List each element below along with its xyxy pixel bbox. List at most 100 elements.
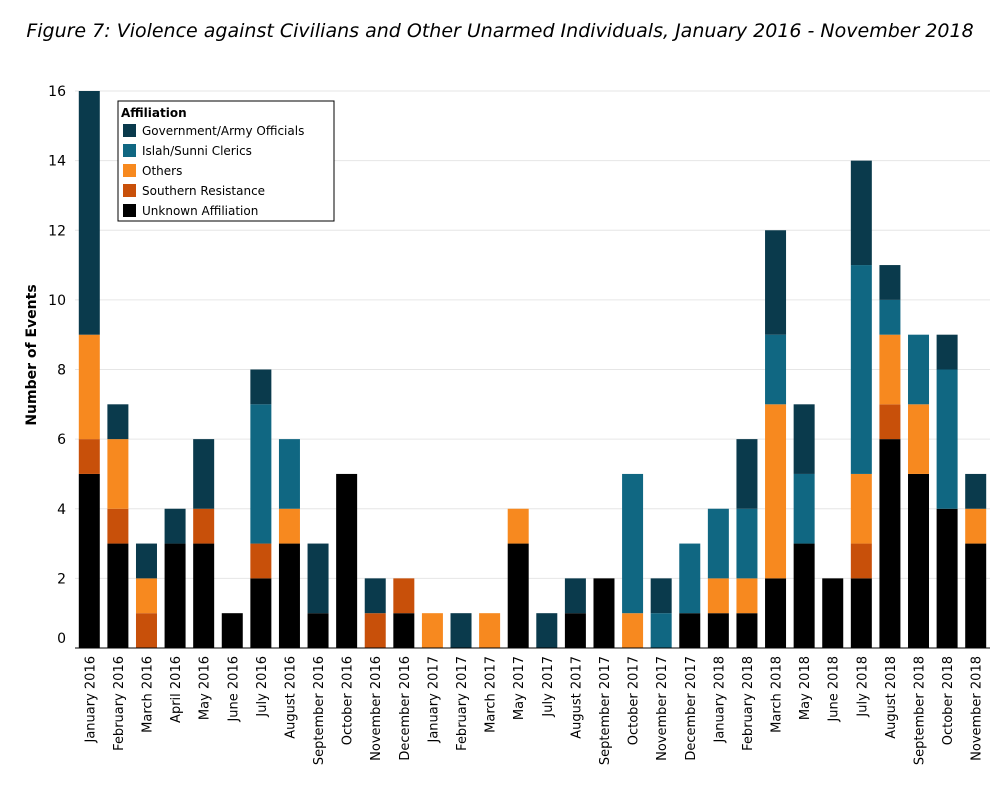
bar-segment xyxy=(250,578,272,648)
bar-segment xyxy=(135,578,157,614)
x-tick-label: November 2016 xyxy=(369,656,384,761)
legend-label: Others xyxy=(142,164,182,178)
y-tick-label: 8 xyxy=(57,363,66,379)
gridlines xyxy=(75,90,990,579)
x-tick-label: October 2017 xyxy=(627,656,642,745)
bar-segment xyxy=(707,578,729,614)
bar-segment xyxy=(765,230,787,335)
legend-title: Affiliation xyxy=(121,106,187,120)
bar-segment xyxy=(193,439,215,509)
bar-segment xyxy=(736,578,758,614)
bar-segment xyxy=(221,613,243,648)
bar-segment xyxy=(107,404,129,440)
x-tick-label: August 2017 xyxy=(569,656,584,739)
legend-label: Southern Resistance xyxy=(142,184,265,198)
y-tick-label: 10 xyxy=(48,293,66,309)
bar-segment xyxy=(622,613,644,648)
bar-segment xyxy=(364,613,386,648)
bar-segment xyxy=(650,613,672,648)
legend-swatch xyxy=(123,124,136,137)
bar-segment xyxy=(193,508,215,544)
x-tick-label: March 2016 xyxy=(140,656,155,733)
bar-segment xyxy=(736,508,758,579)
bar-segment xyxy=(736,613,758,648)
x-tick-label: July 2018 xyxy=(855,656,870,718)
bar-segment xyxy=(336,473,358,648)
x-tick-label: August 2018 xyxy=(884,656,899,739)
x-tick-label: November 2017 xyxy=(655,656,670,761)
x-tick-label: September 2018 xyxy=(913,656,928,765)
y-axis-title: Number of Events xyxy=(24,284,40,425)
bar-segment xyxy=(679,613,701,648)
bar-segment xyxy=(135,543,157,579)
bar-segment xyxy=(879,334,901,405)
bar-segment xyxy=(393,613,415,648)
x-tick-label: June 2018 xyxy=(827,656,842,723)
x-tick-label: December 2016 xyxy=(398,656,413,761)
legend-swatch xyxy=(123,184,136,197)
y-tick-label: 6 xyxy=(57,432,66,448)
bar-segment xyxy=(707,508,729,579)
bar-segment xyxy=(965,473,987,509)
x-tick-label: January 2018 xyxy=(712,656,727,744)
legend-swatch xyxy=(123,204,136,217)
legend-items: Government/Army Officials Islah/Sunni Cle… xyxy=(123,124,304,218)
y-tick-label: 2 xyxy=(57,571,66,587)
bar-segment xyxy=(793,404,815,474)
bar-segment xyxy=(850,578,872,648)
bar-segment xyxy=(164,508,186,544)
x-tick-label: May 2017 xyxy=(512,656,527,720)
y-tick-label: 0 xyxy=(57,631,66,647)
bar-segment xyxy=(850,473,872,544)
x-tick-label: October 2018 xyxy=(941,656,956,745)
bar-segment xyxy=(107,439,129,509)
bar-segment xyxy=(679,543,701,614)
chart-title: Figure 7: Violence against Civilians and… xyxy=(26,20,974,42)
bar-segment xyxy=(393,578,415,614)
legend-swatch xyxy=(123,144,136,157)
bar-segment xyxy=(307,543,329,614)
x-tick-label: September 2017 xyxy=(598,656,613,765)
y-tick-label: 14 xyxy=(48,154,66,170)
legend-label: Islah/Sunni Clerics xyxy=(142,144,252,158)
bar-segment xyxy=(936,369,958,509)
x-axis-ticks: January 2016 February 2016 March 2016 April… xyxy=(83,656,984,765)
bar-segment xyxy=(479,613,501,648)
bar-segment xyxy=(250,404,272,544)
bar-segment xyxy=(850,265,872,474)
bar-segment xyxy=(78,91,100,335)
bar-segment xyxy=(450,613,472,648)
x-tick-label: April 2016 xyxy=(169,656,184,723)
bar-segment xyxy=(850,160,872,266)
bar-segment xyxy=(564,578,586,614)
bar-segment xyxy=(78,473,100,648)
bar-segment xyxy=(507,543,529,648)
x-tick-label: September 2016 xyxy=(312,656,327,765)
legend: Affiliation Government/Army Officials Isl… xyxy=(117,100,335,222)
bar-segment xyxy=(193,543,215,648)
bar-segment xyxy=(622,473,644,614)
bar-segment xyxy=(765,404,787,579)
x-tick-label: May 2018 xyxy=(798,656,813,720)
bar-segment xyxy=(965,543,987,648)
bar-segment xyxy=(908,473,930,648)
bar-segment xyxy=(850,543,872,579)
x-tick-label: July 2016 xyxy=(255,656,270,718)
bar-segment xyxy=(765,334,787,405)
x-tick-label: March 2017 xyxy=(484,656,499,733)
bars xyxy=(75,91,990,649)
bar-segment xyxy=(307,613,329,648)
legend-label: Unknown Affiliation xyxy=(142,204,258,218)
bar-segment xyxy=(879,299,901,335)
bar-segment xyxy=(593,578,615,648)
bar-segment xyxy=(793,543,815,648)
legend-box xyxy=(117,100,335,222)
bar-segment xyxy=(278,543,300,648)
x-tick-label: May 2016 xyxy=(198,656,213,720)
x-tick-label: December 2017 xyxy=(684,656,699,761)
bar-segment xyxy=(107,543,129,648)
bar-segment xyxy=(536,613,558,648)
x-tick-label: February 2018 xyxy=(741,656,756,751)
x-tick-label: June 2016 xyxy=(226,656,241,723)
x-tick-label: November 2018 xyxy=(970,656,985,761)
